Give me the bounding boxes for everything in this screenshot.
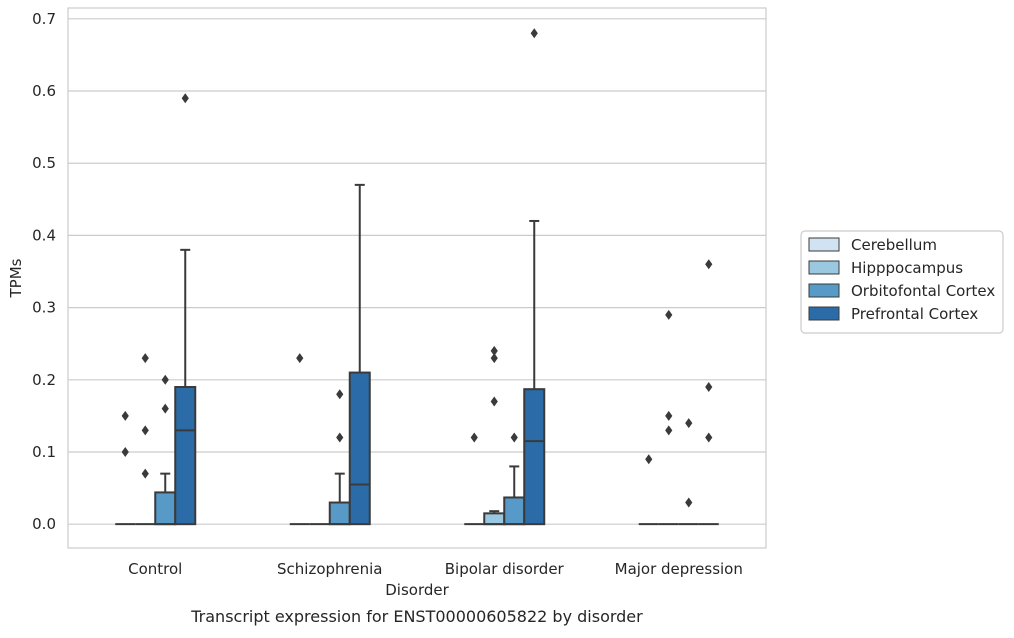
outlier-point	[705, 432, 713, 443]
y-tick-label: 0.7	[32, 10, 56, 28]
x-axis-title: Disorder	[385, 581, 449, 599]
box-orbitofontal-cortex-0	[154, 374, 177, 526]
outlier-point	[665, 410, 673, 421]
outlier-point	[510, 432, 518, 443]
outlier-point	[296, 353, 304, 364]
legend-label: Prefrontal Cortex	[851, 305, 978, 323]
outlier-point	[530, 28, 538, 39]
outlier-point	[490, 396, 498, 407]
box-iqr	[328, 501, 351, 526]
plot-frame	[67, 7, 767, 549]
box-iqr	[503, 496, 526, 526]
legend-item: Cerebellum	[808, 236, 937, 254]
outlier-point	[141, 353, 149, 364]
outlier-point	[645, 454, 653, 465]
box-layer	[115, 28, 719, 526]
legend-item: Prefrontal Cortex	[808, 305, 978, 323]
legend-item: Orbitofontal Cortex	[808, 282, 995, 300]
box-iqr	[348, 371, 371, 526]
legend: Cerebellum Hipppocampus Orbitofontal Corte…	[800, 230, 1004, 334]
x-tick-label: Bipolar disorder	[445, 560, 565, 578]
box-prefrontal-cortex-2	[523, 28, 546, 526]
outlier-point	[665, 425, 673, 436]
legend-swatch	[808, 306, 840, 321]
outlier-point	[705, 382, 713, 393]
outlier-point	[336, 432, 344, 443]
box-iqr	[523, 388, 546, 526]
outlier-point	[336, 389, 344, 400]
x-tick-label: Schizophrenia	[277, 560, 382, 578]
legend-item: Hipppocampus	[808, 259, 963, 277]
outlier-point	[705, 259, 713, 270]
box-cerebellum-1	[289, 353, 310, 526]
box-cerebellum-2	[464, 432, 485, 526]
box-hipppocampus-3	[658, 309, 679, 526]
y-tick-label: 0.2	[32, 371, 56, 389]
outlier-point	[141, 468, 149, 479]
box-iqr	[483, 512, 506, 526]
outlier-point	[685, 497, 693, 508]
outlier-point	[685, 418, 693, 429]
box-orbitofontal-cortex-3	[678, 418, 699, 526]
box-prefrontal-cortex-0	[174, 93, 197, 526]
box-prefrontal-cortex-1	[348, 183, 371, 526]
outlier-point	[141, 425, 149, 436]
y-tick-label: 0.5	[32, 154, 56, 172]
box-iqr	[154, 491, 177, 526]
outlier-point	[121, 446, 129, 457]
y-tick-label: 0.1	[32, 443, 56, 461]
legend-swatch	[808, 260, 840, 275]
box-orbitofontal-cortex-2	[503, 432, 526, 526]
y-tick-label: 0.0	[32, 515, 56, 533]
x-tick-label: Control	[128, 560, 182, 578]
y-axis-title: TPMs	[7, 258, 25, 298]
x-tick-labels: Control Schizophrenia Bipolar disorder Majo…	[128, 560, 743, 578]
box-cerebellum-3	[638, 454, 659, 526]
outlier-point	[490, 345, 498, 356]
y-tick-label: 0.6	[32, 82, 56, 100]
box-hipppocampus-0	[135, 353, 156, 526]
chart-caption: Transcript expression for ENST0000060582…	[190, 607, 643, 626]
y-tick-label: 0.3	[32, 299, 56, 317]
box-prefrontal-cortex-3	[698, 259, 719, 526]
legend-swatch	[808, 237, 840, 252]
box-cerebellum-0	[115, 410, 136, 526]
legend-swatch	[808, 283, 840, 298]
x-tick-label: Major depression	[615, 560, 743, 578]
grid-layer	[68, 18, 766, 525]
legend-label: Hipppocampus	[851, 259, 963, 277]
outlier-point	[181, 93, 189, 104]
outlier-point	[161, 374, 169, 385]
y-tick-labels: 0.0 0.1 0.2 0.3 0.4 0.5 0.6 0.7	[32, 10, 56, 533]
y-tick-label: 0.4	[32, 226, 56, 244]
outlier-point	[665, 309, 673, 320]
legend-label: Cerebellum	[851, 236, 937, 254]
outlier-point	[470, 432, 478, 443]
outlier-point	[121, 410, 129, 421]
legend-frame	[800, 230, 1004, 334]
outlier-point	[161, 403, 169, 414]
box-hipppocampus-2	[483, 345, 506, 526]
outlier-point	[490, 353, 498, 364]
box-iqr	[174, 386, 197, 526]
box-orbitofontal-cortex-1	[328, 389, 351, 526]
legend-label: Orbitofontal Cortex	[851, 282, 995, 300]
